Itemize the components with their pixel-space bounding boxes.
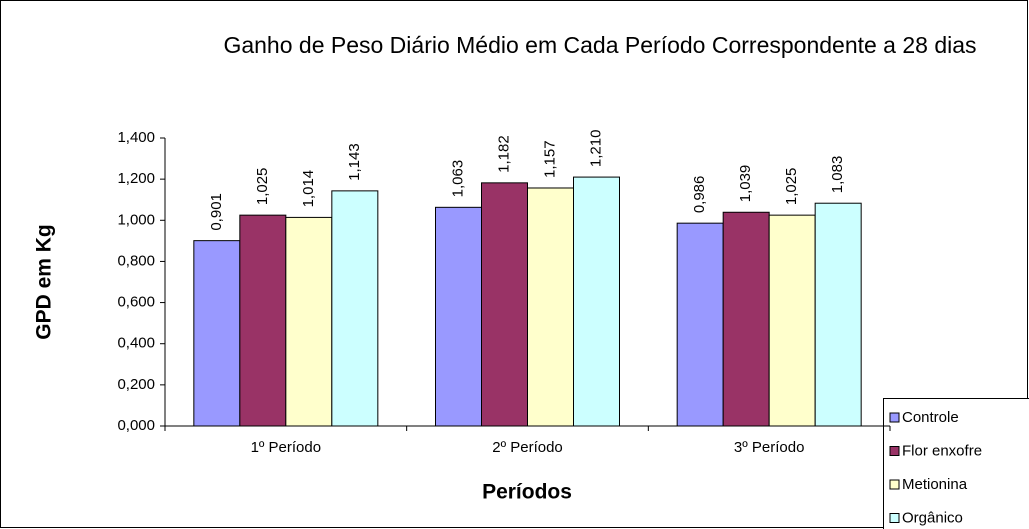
y-tick-label: 0,200 [117,376,155,393]
value-label: 0,901 [208,193,225,231]
value-label: 1,143 [346,143,363,181]
bar [239,214,287,427]
value-label: 1,025 [783,168,800,206]
legend-swatch [889,412,900,423]
y-tick-label: 0,000 [117,417,155,434]
value-label: 0,986 [691,176,708,214]
value-label: 1,063 [449,160,466,198]
y-tick-label: 0,800 [117,252,155,269]
bar [193,240,241,427]
value-label: 1,025 [254,168,271,206]
x-tick-label: 1º Período [251,439,322,456]
legend-swatch [889,479,900,490]
value-label: 1,182 [495,135,512,173]
x-tick-label: 3º Período [734,439,805,456]
value-label: 1,157 [541,140,558,178]
legend-swatch [889,446,900,456]
legend-label: Controle [902,409,959,426]
y-tick-label: 0,400 [117,335,155,352]
x-tick-label: 2º Período [492,439,563,456]
legend-box [883,398,1029,529]
bar [573,176,620,427]
legend-label: Metionina [902,476,968,493]
y-tick-label: 1,000 [117,211,155,228]
value-label: 1,210 [587,130,604,168]
bar [722,211,770,427]
y-tick-label: 0,600 [117,294,155,311]
bar [527,187,574,427]
bar [814,202,862,427]
y-tick-label: 1,400 [117,129,155,146]
value-label: 1,039 [737,165,754,203]
y-axis-label: GPD em Kg [33,224,56,340]
legend-label: Flor enxofre [902,442,982,459]
chart-title: Ganho de Peso Diário Médio em Cada Perío… [223,32,977,58]
bar [676,222,724,427]
bar [285,216,333,427]
legend-label: Orgânico [902,509,963,526]
bar [768,214,816,427]
value-label: 1,014 [300,170,317,208]
value-label: 1,083 [829,156,846,194]
bar [331,190,379,427]
bar [435,206,482,427]
x-axis-label: Períodos [482,481,572,504]
y-tick-label: 1,200 [117,170,155,187]
legend-swatch [889,513,900,523]
bar [481,182,528,427]
